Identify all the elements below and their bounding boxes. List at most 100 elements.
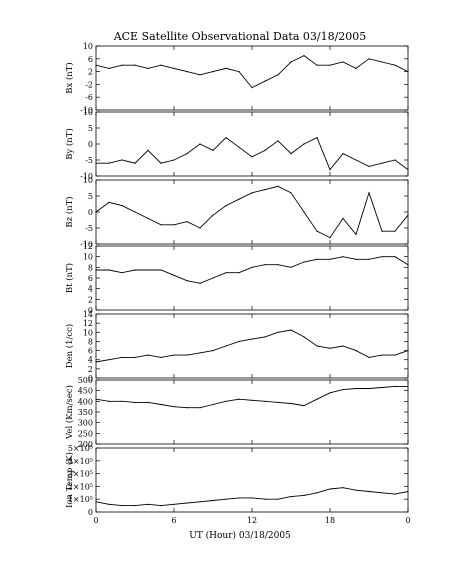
data-point: [173, 274, 175, 276]
data-point: [160, 224, 162, 226]
data-point: [199, 407, 201, 409]
data-point: [355, 258, 357, 260]
x-tick-label: 0: [93, 516, 98, 525]
data-point: [134, 211, 136, 213]
y-axis-label: Bx (nT): [64, 62, 75, 94]
data-point: [160, 162, 162, 164]
series-line: [95, 329, 409, 363]
y-tick-label: -5: [85, 156, 93, 165]
x-axis-label: UT (Hour) 03/18/2005: [189, 530, 291, 541]
data-point: [290, 192, 292, 194]
data-point: [264, 149, 266, 151]
y-tick-label: 8: [88, 263, 93, 272]
y-tick-label: 5×10⁵: [68, 444, 93, 453]
data-point: [251, 192, 253, 194]
data-point: [290, 61, 292, 63]
data-point: [329, 258, 331, 260]
data-point: [368, 387, 370, 390]
data-point: [147, 503, 149, 505]
y-tick-label: 2: [88, 365, 93, 374]
y-tick-label: -10: [80, 172, 93, 181]
y-tick-label: 4: [88, 285, 93, 294]
y-tick-label: 5: [88, 192, 93, 201]
data-point: [290, 402, 292, 405]
data-point: [147, 149, 149, 151]
data-point: [381, 230, 383, 232]
data-point: [225, 272, 227, 274]
data-point: [95, 64, 97, 66]
data-point: [368, 490, 370, 493]
data-point: [316, 258, 318, 260]
y-tick-label: 14: [83, 310, 93, 319]
data-point: [407, 214, 409, 216]
data-point: [368, 58, 370, 60]
data-point: [121, 272, 123, 274]
data-point: [238, 340, 240, 343]
data-point: [95, 501, 97, 503]
data-point: [381, 256, 383, 258]
data-point: [264, 498, 266, 500]
data-point: [147, 217, 149, 219]
data-point: [238, 198, 240, 200]
y-tick-label: 200: [78, 440, 93, 449]
data-point: [186, 502, 188, 504]
y-tick-label: 12: [83, 242, 93, 251]
data-point: [186, 407, 188, 409]
data-point: [303, 211, 305, 213]
y-tick-label: 5: [88, 124, 93, 133]
data-point: [186, 221, 188, 223]
data-point: [277, 264, 279, 266]
data-point: [134, 162, 136, 164]
data-point: [342, 61, 344, 63]
data-point: [355, 387, 357, 390]
data-point: [95, 211, 97, 213]
data-point: [264, 336, 266, 338]
data-point: [186, 280, 188, 282]
data-point: [173, 354, 175, 356]
data-point: [329, 347, 331, 349]
y-tick-label: -5: [85, 224, 93, 233]
data-point: [264, 264, 266, 266]
data-point: [225, 67, 227, 69]
data-point: [394, 230, 396, 232]
y-tick-label: 10: [83, 108, 93, 117]
data-point: [225, 400, 227, 402]
data-point: [95, 398, 97, 400]
x-tick-label: 18: [325, 516, 335, 525]
data-point: [277, 498, 279, 500]
series-line: [95, 385, 408, 409]
data-point: [394, 493, 396, 495]
data-point: [407, 71, 409, 73]
data-point: [342, 389, 344, 391]
y-tick-label: 6: [88, 55, 93, 64]
data-point: [394, 256, 396, 258]
data-point: [134, 269, 136, 271]
data-point: [199, 501, 201, 503]
data-point: [381, 354, 383, 356]
data-point: [407, 349, 409, 352]
data-point: [316, 492, 318, 494]
series-line: [95, 487, 409, 507]
data-point: [95, 361, 97, 363]
data-point: [342, 153, 344, 155]
data-point: [277, 185, 279, 187]
data-point: [121, 356, 123, 359]
data-point: [407, 169, 409, 171]
data-point: [212, 499, 214, 502]
data-point: [173, 159, 175, 161]
data-point: [160, 505, 162, 507]
data-point: [121, 505, 123, 507]
data-point: [108, 503, 110, 505]
y-tick-label: 0: [88, 306, 93, 315]
y-tick-label: 0: [88, 374, 93, 383]
data-point: [368, 356, 370, 359]
panel-frame: [95, 179, 409, 245]
y-axis-label: Bt (nT): [64, 263, 75, 293]
x-axis: 0 6 12 18 0: [93, 516, 410, 525]
data-point: [394, 159, 396, 161]
data-point: [108, 269, 110, 271]
y-tick-label: -10: [80, 240, 93, 249]
data-point: [303, 55, 305, 57]
data-point: [381, 386, 383, 389]
data-point: [303, 494, 305, 496]
